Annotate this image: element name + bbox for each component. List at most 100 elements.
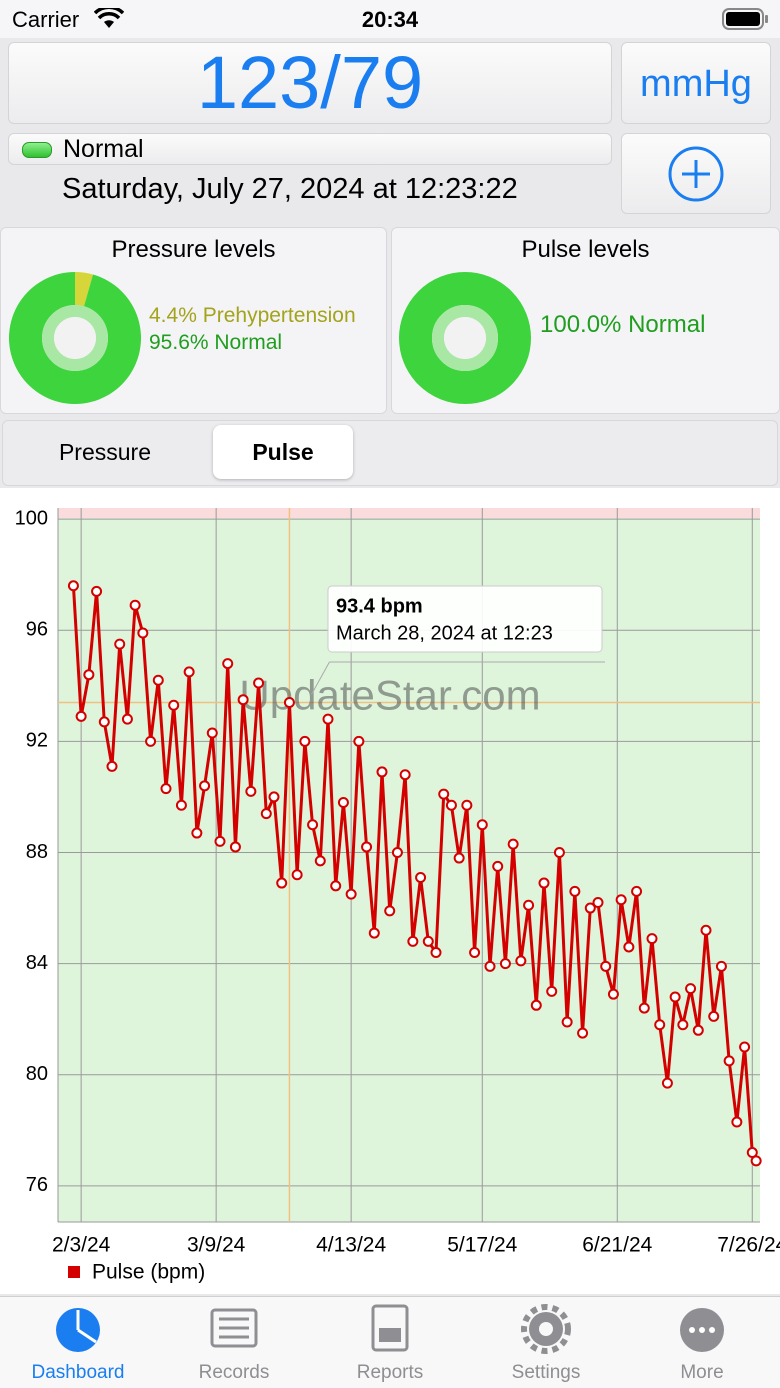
tab-label: Records (198, 1362, 270, 1383)
data-point (685, 983, 697, 995)
legend-label: Pulse (bpm) (92, 1261, 205, 1284)
segment[interactable]: Pulse (213, 425, 353, 479)
data-point (361, 841, 373, 853)
category-bar (8, 133, 612, 165)
wifi-icon (94, 8, 124, 28)
add-button[interactable] (621, 133, 771, 214)
legend-label: Normal (628, 311, 706, 338)
data-point (67, 580, 79, 592)
data-point (492, 860, 504, 872)
x-tick-label: 4/13/24 (316, 1234, 386, 1257)
pie-legend: 100.0% Normal (540, 310, 705, 340)
panel-title: Pressure levels (111, 236, 276, 263)
data-point (307, 819, 319, 831)
reading-box (8, 42, 612, 124)
tab-label: Reports (356, 1362, 424, 1383)
legend-percent: 4.4% (149, 304, 197, 327)
data-point (299, 735, 311, 747)
data-point (268, 791, 280, 803)
data-point (530, 999, 542, 1011)
data-point (499, 958, 511, 970)
data-point (692, 1024, 704, 1036)
data-point (175, 799, 187, 811)
data-point (199, 780, 211, 792)
reading-date: Saturday, July 27, 2024 at 12:23:22 (62, 173, 518, 205)
data-point (253, 677, 265, 689)
data-point (353, 735, 365, 747)
data-point (546, 985, 558, 997)
data-point (322, 713, 334, 725)
tab[interactable]: Settings (468, 1302, 624, 1383)
data-point (121, 713, 133, 725)
x-tick-label: 7/26/24 (717, 1234, 780, 1257)
data-point (600, 960, 612, 972)
data-point (515, 955, 527, 967)
data-point (129, 599, 141, 611)
data-point (114, 638, 126, 650)
pie-center (54, 317, 96, 359)
clock: 20:34 (361, 7, 419, 32)
data-point (700, 924, 712, 936)
x-tick-label: 6/21/24 (582, 1234, 652, 1257)
y-tick-label: 100 (15, 507, 48, 529)
data-point (376, 766, 388, 778)
data-point (237, 694, 249, 706)
data-point (183, 666, 195, 678)
tab[interactable]: Reports (312, 1302, 468, 1383)
pie-chart (9, 272, 142, 404)
data-point (260, 808, 272, 820)
data-point (98, 716, 110, 728)
data-point (422, 935, 434, 947)
data-point (399, 769, 411, 781)
data-point (415, 872, 427, 884)
data-point (607, 988, 619, 1000)
data-point (191, 827, 203, 839)
tooltip-box (327, 585, 603, 653)
pie-center (444, 317, 486, 359)
status-bar (0, 0, 780, 38)
pie-legend: 4.4% Prehypertension 95.6% Normal (149, 302, 356, 356)
tab[interactable]: Dashboard (0, 1302, 156, 1383)
tooltip-date: March 28, 2024 at 12:23 (336, 622, 553, 644)
data-point (631, 885, 643, 897)
tab[interactable]: Records (156, 1302, 312, 1383)
legend-label: Prehypertension (202, 304, 356, 327)
tab-icon-graphic (521, 1304, 571, 1354)
y-tick-label: 84 (26, 952, 48, 974)
pie-slice (75, 272, 94, 307)
data-point (592, 897, 604, 909)
pressure-levels-panel: Pressure levels 4.4% Prehypertension 95.6… (0, 227, 387, 414)
pulse-levels-panel: Pulse levels 100.0% Normal (391, 227, 780, 414)
y-tick-label: 76 (26, 1174, 48, 1196)
watermark: UpdateStar.com (239, 672, 540, 719)
data-point (469, 947, 481, 959)
data-point (145, 735, 157, 747)
x-tick-label: 3/9/24 (187, 1234, 246, 1257)
segment[interactable]: Pressure (58, 439, 152, 465)
data-point (646, 933, 658, 945)
data-point (430, 947, 442, 959)
legend-swatch (68, 1266, 80, 1278)
data-point (584, 902, 596, 914)
data-point (538, 877, 550, 889)
data-point (152, 674, 164, 686)
y-tick-label: 88 (26, 841, 48, 863)
segmented-control (2, 420, 778, 486)
data-point (476, 819, 488, 831)
data-point (283, 696, 295, 708)
data-point (615, 894, 627, 906)
pie-slice (399, 272, 531, 404)
data-point (638, 1002, 650, 1014)
battery-icon (722, 8, 768, 30)
tab-label: Settings (511, 1362, 581, 1383)
tab-icon (312, 1302, 468, 1361)
data-point (276, 877, 288, 889)
tab[interactable]: More (624, 1302, 780, 1383)
data-point (507, 838, 519, 850)
unit-button[interactable]: mmHg (621, 42, 771, 124)
data-point (677, 1019, 689, 1031)
tab-icon-graphic (680, 1308, 724, 1352)
data-point (569, 885, 581, 897)
legend-percent: 95.6% (149, 331, 209, 354)
